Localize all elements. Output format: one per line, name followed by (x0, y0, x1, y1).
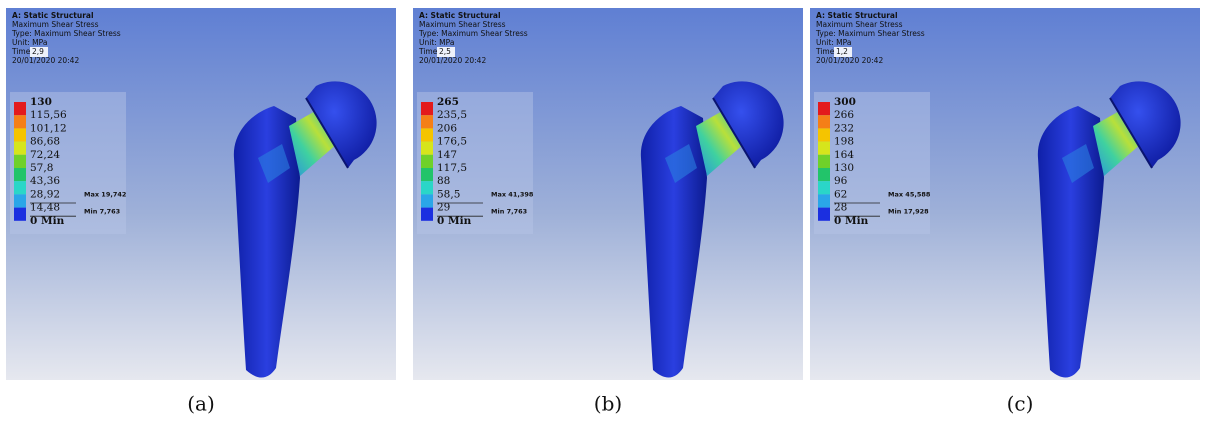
legend-label: 164 (834, 149, 854, 161)
legend-swatch (14, 194, 26, 207)
header-time-label: Time: (418, 47, 440, 56)
header-unit: Unit: MPa (12, 38, 47, 47)
header-time: 2,5 (439, 47, 451, 56)
min-label: Min 17,928 (888, 208, 929, 216)
header-title: A: Static Structural (12, 11, 94, 20)
legend-swatch (14, 208, 26, 221)
header-type: Type: Maximum Shear Stress (11, 29, 121, 38)
legend-label: 57,8 (30, 162, 53, 174)
header-type: Type: Maximum Shear Stress (418, 29, 528, 38)
legend-swatch (818, 194, 830, 207)
header-date: 20/01/2020 20:42 (12, 56, 79, 65)
header-time-label: Time: (815, 47, 837, 56)
legend-swatch (421, 208, 433, 221)
legend-swatch (14, 155, 26, 168)
legend-swatch (818, 128, 830, 141)
legend-label: 0 Min (30, 215, 65, 227)
legend-label: 86,68 (30, 136, 60, 148)
legend-label: 0 Min (834, 215, 869, 227)
legend-swatch (421, 181, 433, 194)
header-time-label: Time: (11, 47, 33, 56)
legend-label: 176,5 (437, 136, 467, 148)
legend-swatch (14, 128, 26, 141)
legend-swatch (818, 155, 830, 168)
legend-swatch (421, 142, 433, 155)
legend-label: 235,5 (437, 109, 467, 121)
legend-swatch (421, 115, 433, 128)
legend-swatch (14, 181, 26, 194)
min-label: Min 7,763 (84, 208, 120, 216)
legend-label: 206 (437, 122, 457, 134)
header-time: 1,2 (836, 47, 848, 56)
legend-label: 115,56 (30, 109, 67, 121)
legend-label: 58,5 (437, 188, 460, 200)
legend-swatch (14, 142, 26, 155)
header-unit: Unit: MPa (419, 38, 454, 47)
legend-swatch (14, 115, 26, 128)
header-type: Type: Maximum Shear Stress (815, 29, 925, 38)
legend-swatch (421, 194, 433, 207)
legend-swatch (421, 168, 433, 181)
legend-swatch (14, 102, 26, 115)
legend-label: 101,12 (30, 122, 67, 134)
max-label: Max 41,398 (491, 190, 534, 198)
header-result: Maximum Shear Stress (816, 20, 903, 29)
header-date: 20/01/2020 20:42 (816, 56, 883, 65)
legend-label: 130 (30, 96, 52, 108)
legend-label: 28 (834, 202, 847, 214)
legend-swatch (14, 168, 26, 181)
header-title: A: Static Structural (816, 11, 898, 20)
legend-label: 29 (437, 202, 450, 214)
legend-label: 147 (437, 149, 457, 161)
legend-label: 96 (834, 175, 848, 187)
legend-swatch (818, 102, 830, 115)
legend-swatch (421, 102, 433, 115)
legend-swatch (421, 128, 433, 141)
legend-label: 300 (834, 96, 856, 108)
caption: (c) (1007, 392, 1034, 416)
legend-swatch (818, 181, 830, 194)
legend-swatch (818, 142, 830, 155)
caption: (a) (187, 392, 215, 416)
legend-label: 43,36 (30, 175, 60, 187)
header-time: 2,9 (32, 47, 44, 56)
max-label: Max 19,742 (84, 190, 126, 198)
legend-label: 28,92 (30, 188, 60, 200)
legend-label: 232 (834, 122, 854, 134)
header-date: 20/01/2020 20:42 (419, 56, 486, 65)
legend-label: 265 (437, 96, 459, 108)
figure: A: Static StructuralMaximum Shear Stress… (0, 0, 1208, 423)
max-label: Max 45,588 (888, 190, 931, 198)
min-label: Min 7,763 (491, 208, 527, 216)
legend-swatch (818, 168, 830, 181)
legend-label: 117,5 (437, 162, 467, 174)
legend-label: 130 (834, 162, 854, 174)
header-unit: Unit: MPa (816, 38, 851, 47)
legend-label: 72,24 (30, 149, 60, 161)
legend-label: 88 (437, 175, 450, 187)
legend-label: 14,48 (30, 202, 60, 214)
header-result: Maximum Shear Stress (419, 20, 506, 29)
legend-label: 266 (834, 109, 854, 121)
legend-swatch (421, 155, 433, 168)
header-title: A: Static Structural (419, 11, 501, 20)
legend-label: 198 (834, 136, 854, 148)
header-result: Maximum Shear Stress (12, 20, 99, 29)
legend-swatch (818, 115, 830, 128)
legend-label: 62 (834, 188, 847, 200)
caption: (b) (594, 392, 622, 416)
legend-swatch (818, 208, 830, 221)
legend-label: 0 Min (437, 215, 472, 227)
